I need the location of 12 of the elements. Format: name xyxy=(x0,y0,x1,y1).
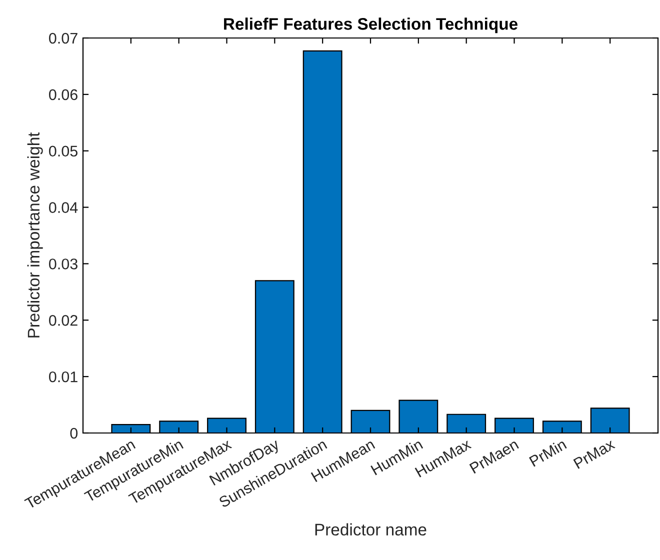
x-axis-title: Predictor name xyxy=(315,523,426,536)
y-tick-label: 0 xyxy=(70,428,78,439)
chart-title: ReliefF Features Selection Technique xyxy=(224,18,518,34)
y-tick-label: 0.07 xyxy=(49,32,78,44)
y-tick-label: 0.04 xyxy=(49,202,78,213)
y-tick-label: 0.03 xyxy=(49,258,78,270)
y-tick-label: 0.01 xyxy=(49,371,78,382)
x-tick-label: PrMin xyxy=(528,438,567,467)
y-tick-label: 0.05 xyxy=(49,146,78,157)
y-tick-label: 0.06 xyxy=(49,89,78,100)
y-axis-title: Predictor importance weight xyxy=(27,132,43,338)
y-tick-label: 0.02 xyxy=(49,315,78,326)
